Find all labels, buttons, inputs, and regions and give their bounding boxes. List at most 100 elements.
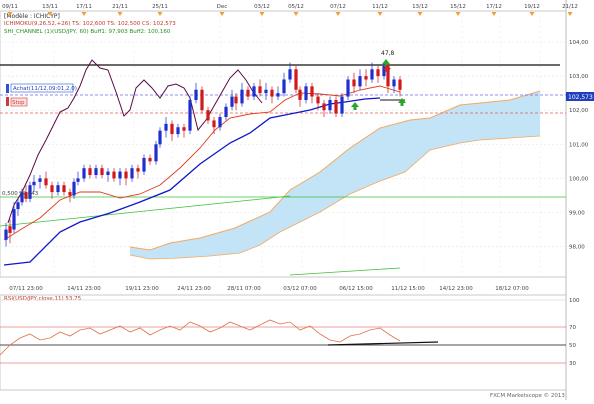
candle-body xyxy=(252,86,256,97)
candle-body xyxy=(76,178,80,182)
rsi-trendline xyxy=(327,341,439,346)
price-tick-label: 100,00 xyxy=(569,176,589,182)
main-plot-area[interactable] xyxy=(0,10,567,278)
candle-body xyxy=(154,144,158,162)
candle-body xyxy=(392,79,396,87)
candle-body xyxy=(56,185,60,193)
buy-order-tag[interactable] xyxy=(10,83,74,93)
top-date-label: Dec xyxy=(217,4,228,10)
date-marker-icon xyxy=(157,12,163,16)
indicator-lines xyxy=(0,59,566,276)
bottom-date-label: 06/12 15:00 xyxy=(339,286,373,292)
arrow-up-icon xyxy=(382,59,390,67)
price-tick-label: 104,00 xyxy=(569,40,589,46)
candle-body xyxy=(206,110,210,121)
candle-body xyxy=(188,99,192,131)
candle-body xyxy=(230,96,234,107)
candle-body xyxy=(112,171,116,179)
candle-body xyxy=(382,65,386,77)
date-marker-icon xyxy=(417,12,423,16)
current-price-value: 102,573 xyxy=(568,94,593,101)
candle-body xyxy=(38,178,42,182)
candle-body xyxy=(346,79,350,97)
candle-body xyxy=(62,185,66,193)
date-marker-icon xyxy=(81,12,87,16)
bottom-date-label: 14/12 23:00 xyxy=(439,286,473,292)
date-marker-icon xyxy=(529,12,535,16)
top-date-label: 21/11 xyxy=(112,4,128,10)
candle-body xyxy=(386,65,390,87)
date-marker-icon xyxy=(293,12,299,16)
stop-order-tag[interactable] xyxy=(10,97,28,107)
level-prefix: 0,500 xyxy=(2,191,18,197)
candle-body xyxy=(130,168,134,179)
candle-body xyxy=(212,120,216,128)
candle-body xyxy=(352,79,356,87)
candle-body xyxy=(218,117,222,128)
candlesticks[interactable] xyxy=(4,62,402,247)
kumo-cloud xyxy=(130,91,540,259)
rsi-tick-label: 70 xyxy=(569,325,576,331)
candle-body xyxy=(4,229,8,240)
rsi-tick-label: 100 xyxy=(569,298,580,304)
rsi-panel: 100 70 50 30 xyxy=(0,298,580,367)
bottom-date-axis: 07/11 23:00 14/11 23:00 19/11 23:00 24/11 2… xyxy=(9,286,529,292)
top-date-label: 05/12 xyxy=(288,4,304,10)
level-value: 99,843 xyxy=(19,191,39,197)
candle-body xyxy=(334,99,338,114)
candle-body xyxy=(288,69,292,80)
candle-body xyxy=(118,171,122,179)
candle-body xyxy=(88,168,92,175)
candle-body xyxy=(316,96,320,104)
top-date-label: 21/12 xyxy=(562,4,578,10)
candle-body xyxy=(376,69,380,77)
candle-body xyxy=(246,89,250,97)
candle-body xyxy=(276,93,280,97)
candle-body xyxy=(224,106,228,118)
candle-body xyxy=(304,86,308,100)
date-marker-icon xyxy=(219,12,225,16)
candle-body xyxy=(270,89,274,97)
ichimoku-cloud xyxy=(129,90,541,260)
candle-body xyxy=(370,69,374,80)
buy-order-label: Achat(11/12,09:01,2,0) xyxy=(13,86,77,92)
candle-body xyxy=(264,89,268,94)
rsi-plot-area[interactable] xyxy=(0,294,567,391)
date-marker-icon xyxy=(567,12,573,16)
rsi-line xyxy=(0,319,401,356)
top-date-axis: 09/11 13/11 17/11 21/11 25/11 Dec 03/12 05/12 07… xyxy=(2,4,578,16)
overlays xyxy=(351,59,406,110)
price-tick-label: 101,00 xyxy=(569,142,589,148)
candle-body xyxy=(44,178,48,186)
top-date-label: 03/12 xyxy=(254,4,270,10)
candle-body xyxy=(24,192,28,199)
candle-body xyxy=(68,192,72,196)
candle-body xyxy=(282,79,286,94)
candle-body xyxy=(20,192,24,203)
bottom-date-label: 11/12 15:00 xyxy=(391,286,425,292)
candle-body xyxy=(32,181,36,186)
price-tick-label: 102,00 xyxy=(569,108,589,114)
candle-body xyxy=(240,89,244,104)
candle-body xyxy=(158,130,162,145)
candle-body xyxy=(148,157,152,162)
candle-body xyxy=(200,89,204,111)
channel-line-upper xyxy=(0,195,291,227)
top-date-label: 13/11 xyxy=(42,4,58,10)
date-marker-icon xyxy=(47,12,53,16)
candle-body xyxy=(182,127,186,131)
candle-body xyxy=(398,79,402,90)
chikou-span xyxy=(7,59,263,224)
top-date-label: 17/12 xyxy=(486,4,502,10)
candle-body xyxy=(16,202,20,210)
candle-body xyxy=(328,99,332,111)
candle-body xyxy=(136,168,140,172)
candle-body xyxy=(170,123,174,135)
candle-body xyxy=(8,226,12,233)
candle-body xyxy=(310,86,314,97)
candle-body xyxy=(194,89,198,100)
senkou-span-a xyxy=(129,90,541,251)
candle-body xyxy=(82,168,86,179)
